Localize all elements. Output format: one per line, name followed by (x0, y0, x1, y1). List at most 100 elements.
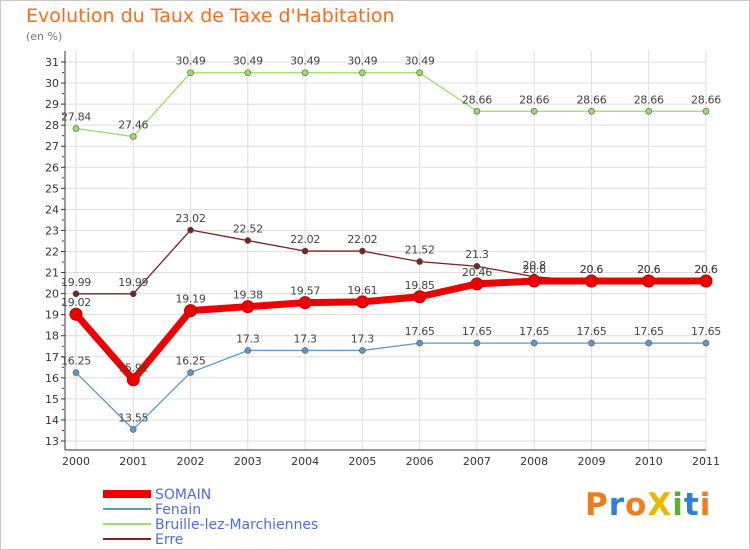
data-label: 19.57 (290, 285, 320, 298)
data-label: 17.65 (576, 325, 606, 338)
data-point (413, 290, 427, 304)
data-point (473, 262, 481, 270)
data-label: 21.52 (405, 244, 435, 257)
x-tick-label: 2006 (406, 455, 434, 468)
x-tick-label: 2011 (692, 455, 720, 468)
data-label: 17.65 (519, 325, 549, 338)
data-point (187, 226, 194, 234)
data-label: 19.61 (347, 284, 377, 297)
y-tick-label: 20 (45, 288, 59, 301)
proxiti-logo: ProXiti (585, 487, 712, 523)
data-point (72, 125, 80, 132)
y-tick-label: 15 (45, 393, 59, 406)
data-label: 17.65 (691, 325, 721, 338)
data-label: 19.02 (61, 296, 91, 309)
chart-subtitle: (en %) (26, 30, 63, 43)
data-point (699, 274, 713, 288)
data-point (187, 369, 194, 376)
legend-label: Bruille-lez-Marchiennes (155, 517, 318, 533)
data-label: 30.49 (233, 55, 263, 68)
y-tick-label: 16 (45, 372, 59, 385)
data-point (473, 339, 481, 347)
data-label: 19.19 (176, 293, 206, 306)
data-point (416, 339, 423, 347)
data-point (527, 274, 541, 288)
data-label: 16.25 (176, 355, 206, 368)
data-label: 21.3 (465, 248, 489, 261)
series-line-somain (72, 277, 710, 384)
data-label: 17.65 (405, 325, 435, 338)
data-point (129, 290, 137, 298)
y-tick-label: 26 (45, 161, 59, 174)
data-label: 28.66 (576, 93, 606, 106)
data-label: 27.84 (61, 111, 91, 124)
data-label: 19.99 (118, 276, 148, 289)
legend-label: Fenain (155, 502, 201, 518)
data-label: 20.6 (523, 263, 547, 276)
y-tick-label: 27 (45, 140, 59, 153)
x-tick-label: 2002 (177, 455, 205, 468)
data-label: 17.3 (236, 332, 260, 345)
data-label: 20.6 (580, 263, 604, 276)
data-point (584, 274, 598, 288)
data-label: 28.66 (634, 93, 664, 106)
data-point (416, 69, 423, 77)
data-point (244, 69, 252, 77)
data-label: 17.65 (634, 325, 664, 338)
y-tick-label: 13 (45, 435, 59, 448)
data-label: 28.66 (519, 93, 549, 106)
data-label: 17.65 (462, 325, 492, 338)
data-point (187, 69, 194, 77)
data-point (244, 237, 252, 244)
data-point (473, 107, 481, 115)
data-point (416, 258, 423, 265)
series-line-bruille-lez-marchiennes (75, 72, 707, 138)
data-label: 28.66 (462, 93, 492, 106)
y-tick-label: 29 (45, 98, 59, 111)
data-label: 19.99 (61, 276, 91, 289)
data-label: 23.02 (176, 212, 206, 225)
data-label: 30.49 (405, 55, 435, 68)
y-tick-label: 28 (45, 119, 59, 132)
y-tick-label: 19 (45, 309, 59, 322)
data-label: 27.46 (118, 119, 148, 132)
data-point (645, 107, 653, 115)
x-tick-label: 2004 (291, 455, 319, 468)
data-point (69, 307, 83, 321)
y-tick-label: 14 (45, 414, 59, 427)
data-label: 16.25 (61, 355, 91, 368)
data-label: 30.49 (290, 55, 320, 68)
y-tick-label: 31 (45, 56, 59, 69)
data-label: 17.3 (351, 332, 375, 345)
data-label: 13.55 (118, 411, 148, 424)
data-label: 15.91 (118, 362, 148, 375)
data-point (359, 347, 366, 354)
y-tick-label: 22 (45, 246, 59, 259)
x-tick-label: 2010 (635, 455, 663, 468)
data-label: 19.38 (233, 289, 263, 302)
data-point (530, 339, 538, 347)
data-point (241, 300, 255, 314)
y-tick-label: 25 (45, 182, 59, 195)
data-point (359, 69, 366, 77)
data-label: 30.49 (176, 55, 206, 68)
data-label: 20.6 (637, 263, 661, 276)
data-point (72, 290, 80, 298)
series-line-fenain (75, 342, 707, 431)
data-label: 20.6 (694, 263, 718, 276)
y-tick-label: 24 (45, 203, 59, 216)
data-label: 17.3 (293, 332, 317, 345)
data-label: 22.52 (233, 223, 263, 236)
y-tick-label: 30 (45, 77, 59, 90)
data-label: 28.66 (691, 93, 721, 106)
x-tick-label: 2008 (520, 455, 548, 468)
data-point (530, 107, 538, 115)
data-point (298, 296, 312, 310)
y-tick-label: 21 (45, 267, 59, 280)
data-point (301, 247, 309, 255)
data-label: 22.02 (290, 233, 320, 246)
data-point (359, 247, 366, 255)
data-point (72, 369, 80, 376)
data-point (129, 133, 137, 140)
